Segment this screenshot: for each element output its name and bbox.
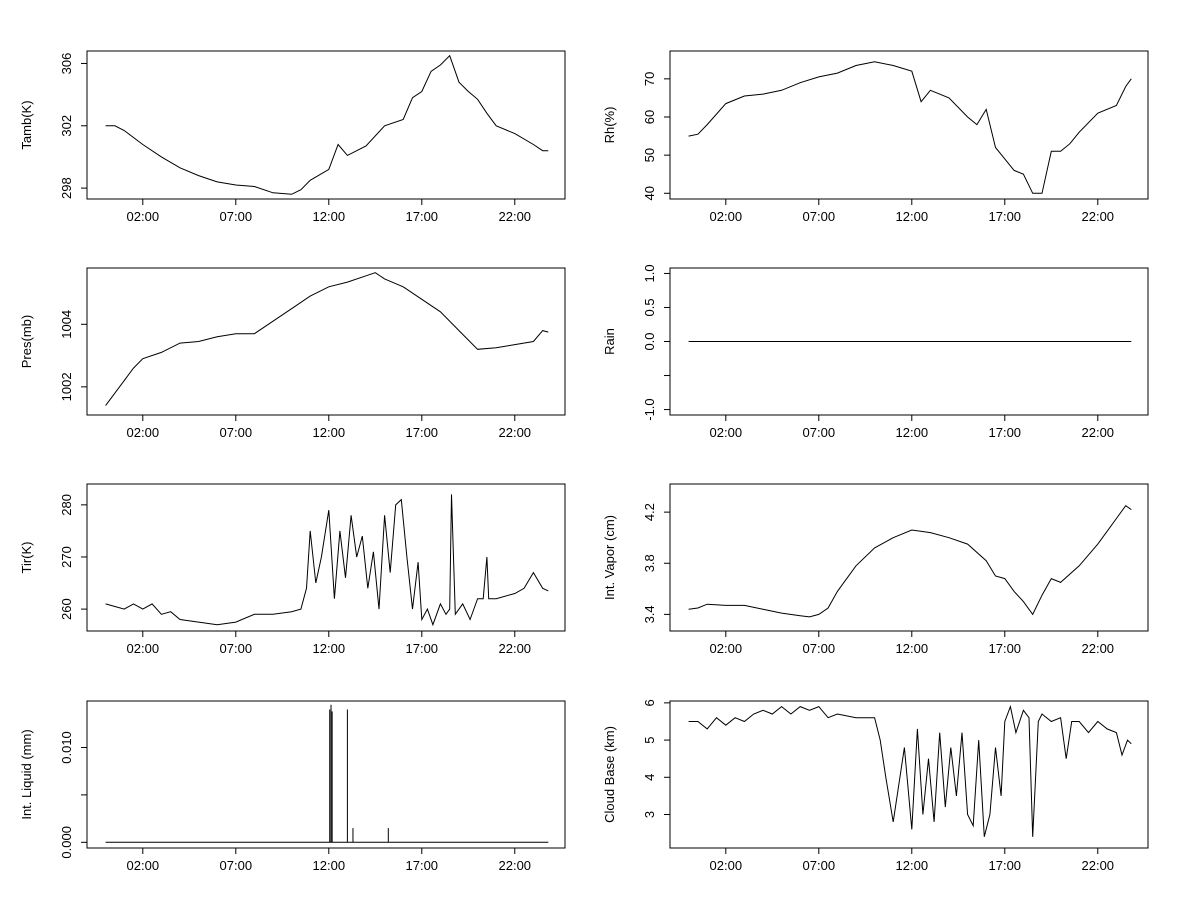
tir-y-tick-label: 280 xyxy=(59,494,74,516)
pres-x-tick-label: 22:00 xyxy=(499,425,532,440)
panel-tamb: 02:00 07:00 12:00 17:00 22:00 298 302 306 Tamb(K… xyxy=(19,50,566,224)
rain-x-tick-label: 17:00 xyxy=(989,425,1022,440)
vapor-y-tick-label: 4.2 xyxy=(642,503,657,521)
cloud-x-tick-label: 02:00 xyxy=(710,858,743,873)
rh-y-tick-label: 60 xyxy=(642,110,657,124)
panel-rh: 02:00 07:00 12:00 17:00 22:00 40 50 60 70 Rh(%) xyxy=(602,50,1149,224)
tir-y-tick-label: 260 xyxy=(59,598,74,620)
rh-frame xyxy=(669,50,1149,200)
rain-y-tick-label: -1.0 xyxy=(642,398,657,420)
cloud-y-tick-label: 6 xyxy=(642,699,657,706)
rain-x-tick-label: 07:00 xyxy=(803,425,836,440)
rh-x-tick-label: 07:00 xyxy=(803,209,836,224)
cloud-ylabel: Cloud Base (km) xyxy=(602,726,617,823)
panel-pres: 02:00 07:00 12:00 17:00 22:00 1002 1004 Pres(mb… xyxy=(19,267,566,440)
rain-x-tick-label: 02:00 xyxy=(710,425,743,440)
vapor-x-tick-label: 17:00 xyxy=(989,641,1022,656)
rh-y-tick-label: 70 xyxy=(642,72,657,86)
pres-x-tick-label: 17:00 xyxy=(406,425,439,440)
rh-x-tick-label: 17:00 xyxy=(989,209,1022,224)
panel-rain: 02:00 07:00 12:00 17:00 22:00 -1.0 0.0 0.5 1.0 Ra… xyxy=(602,264,1149,440)
pres-x-tick-label: 07:00 xyxy=(220,425,253,440)
liquid-frame xyxy=(86,700,566,849)
tir-series-line xyxy=(105,494,549,627)
vapor-frame xyxy=(669,483,1149,632)
vapor-y-tick-label: 3.8 xyxy=(642,554,657,572)
tir-x-tick-label: 22:00 xyxy=(499,641,532,656)
rh-x-tick-label: 12:00 xyxy=(896,209,929,224)
pres-y-tick-label: 1002 xyxy=(59,372,74,401)
pres-frame xyxy=(86,267,566,416)
rain-y-tick-label: 0.0 xyxy=(642,332,657,350)
tamb-x-tick-label: 17:00 xyxy=(406,209,439,224)
cloud-x-tick-label: 17:00 xyxy=(989,858,1022,873)
tamb-x-tick-label: 07:00 xyxy=(220,209,253,224)
liquid-x-tick-label: 02:00 xyxy=(127,858,160,873)
panel-tir: 02:00 07:00 12:00 17:00 22:00 260 270 280 Tir(K) xyxy=(19,483,566,656)
tamb-ylabel: Tamb(K) xyxy=(19,100,34,149)
rh-series-line xyxy=(688,61,1132,194)
cloud-x-tick-label: 12:00 xyxy=(896,858,929,873)
rain-ylabel: Rain xyxy=(602,328,617,355)
rh-x-tick-label: 22:00 xyxy=(1082,209,1115,224)
liquid-x-tick-label: 17:00 xyxy=(406,858,439,873)
tir-ylabel: Tir(K) xyxy=(19,541,34,573)
cloud-y-tick-label: 5 xyxy=(642,736,657,743)
pres-y-tick-label: 1004 xyxy=(59,310,74,339)
tamb-y-tick-label: 298 xyxy=(59,177,74,199)
tir-y-tick-label: 270 xyxy=(59,546,74,568)
rh-y-tick-label: 50 xyxy=(642,148,657,162)
tamb-series-line xyxy=(105,54,549,195)
cloud-y-tick-label: 4 xyxy=(642,774,657,781)
vapor-x-tick-label: 22:00 xyxy=(1082,641,1115,656)
liquid-y-tick-label: 0.000 xyxy=(59,826,74,859)
cloud-frame xyxy=(669,700,1149,849)
tamb-y-tick-label: 302 xyxy=(59,115,74,137)
vapor-series-line xyxy=(688,505,1132,618)
rh-y-tick-label: 40 xyxy=(642,186,657,200)
cloud-series-line xyxy=(688,704,1132,837)
pres-x-tick-label: 12:00 xyxy=(313,425,346,440)
cloud-x-tick-label: 07:00 xyxy=(803,858,836,873)
tamb-x-tick-label: 12:00 xyxy=(313,209,346,224)
panel-liquid: 02:00 07:00 12:00 17:00 22:00 0.000 0.010 Int. … xyxy=(19,700,566,873)
tir-x-tick-label: 12:00 xyxy=(313,641,346,656)
tamb-y-tick-label: 306 xyxy=(59,53,74,75)
vapor-x-tick-label: 12:00 xyxy=(896,641,929,656)
rh-x-tick-label: 02:00 xyxy=(710,209,743,224)
vapor-ylabel: Int. Vapor (cm) xyxy=(602,515,617,600)
pres-series-line xyxy=(105,272,549,406)
vapor-x-tick-label: 02:00 xyxy=(710,641,743,656)
tamb-x-tick-label: 22:00 xyxy=(499,209,532,224)
tir-frame xyxy=(86,483,566,632)
tamb-x-tick-label: 02:00 xyxy=(127,209,160,224)
tir-x-tick-label: 07:00 xyxy=(220,641,253,656)
liquid-x-tick-label: 07:00 xyxy=(220,858,253,873)
tir-x-tick-label: 02:00 xyxy=(127,641,160,656)
liquid-x-tick-label: 22:00 xyxy=(499,858,532,873)
rain-y-tick-label: 0.5 xyxy=(642,298,657,316)
liquid-y-tick-label: 0.010 xyxy=(59,731,74,764)
liquid-ylabel: Int. Liquid (mm) xyxy=(19,729,34,819)
cloud-y-tick-label: 3 xyxy=(642,811,657,818)
cloud-x-tick-label: 22:00 xyxy=(1082,858,1115,873)
tir-x-tick-label: 17:00 xyxy=(406,641,439,656)
liquid-x-tick-label: 12:00 xyxy=(313,858,346,873)
panel-vapor: 02:00 07:00 12:00 17:00 22:00 3.4 3.8 4.2 Int. V… xyxy=(602,483,1149,656)
rh-ylabel: Rh(%) xyxy=(602,107,617,144)
vapor-x-tick-label: 07:00 xyxy=(803,641,836,656)
rain-y-tick-label: 1.0 xyxy=(642,264,657,282)
pres-x-tick-label: 02:00 xyxy=(127,425,160,440)
vapor-y-tick-label: 3.4 xyxy=(642,605,657,623)
tamb-frame xyxy=(86,50,566,200)
rain-x-tick-label: 12:00 xyxy=(896,425,929,440)
rain-x-tick-label: 22:00 xyxy=(1082,425,1115,440)
panel-cloud: 02:00 07:00 12:00 17:00 22:00 3 4 5 6 Cloud Base … xyxy=(602,699,1149,873)
pres-ylabel: Pres(mb) xyxy=(19,315,34,368)
